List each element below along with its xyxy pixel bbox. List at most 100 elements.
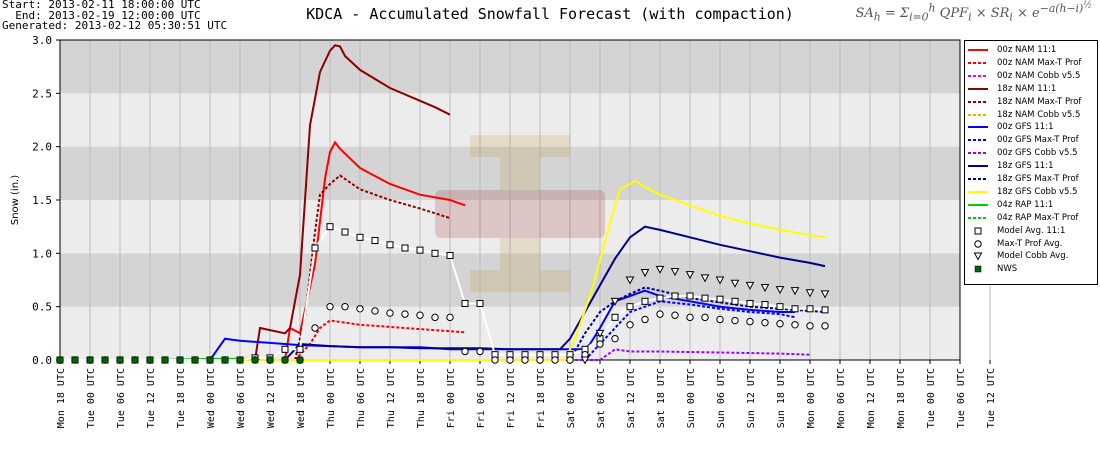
series-max-t-prof-avg-point bbox=[671, 311, 679, 319]
y-tick-label: 0.0 bbox=[32, 354, 52, 367]
series-model-avg-11-1-point bbox=[791, 305, 799, 313]
legend-symbol-icon bbox=[968, 61, 988, 64]
x-tick-label: Tue 18 UTC bbox=[176, 368, 187, 428]
x-tick-label: Tue 06 UTC bbox=[116, 368, 127, 428]
series-18z-nam-11-1 bbox=[60, 44, 451, 361]
y-tick-label: 1.5 bbox=[32, 194, 52, 207]
series-max-t-prof-avg-point bbox=[746, 317, 754, 326]
series-18z-gfs-cobb-v5-5-line bbox=[60, 179, 826, 361]
x-tick-label: Thu 00 UTC bbox=[326, 368, 337, 428]
series-model-cobb-avg-point bbox=[610, 297, 620, 306]
series-model-avg-11-1-point bbox=[281, 345, 289, 353]
legend-label: 00z GFS Cobb v5.5 bbox=[997, 148, 1078, 159]
series-nws-point bbox=[101, 356, 109, 364]
series-max-t-prof-avg-point bbox=[536, 356, 544, 364]
series-model-avg-11-1-point bbox=[821, 306, 829, 314]
series-max-t-prof-avg-point bbox=[506, 356, 514, 364]
series-model-cobb-avg-point bbox=[790, 287, 800, 296]
series-18z-gfs-cobb-v5-5 bbox=[60, 179, 826, 361]
legend-label: 18z NAM 11:1 bbox=[997, 83, 1057, 94]
legend-label: 00z NAM 11:1 bbox=[997, 45, 1057, 55]
series-nws-point bbox=[161, 356, 169, 364]
series-18z-nam-max-t-prof bbox=[60, 174, 451, 361]
legend-symbol-icon bbox=[974, 266, 982, 273]
series-max-t-prof-avg-point bbox=[521, 356, 529, 364]
series-max-t-prof-avg-point bbox=[401, 310, 409, 318]
series-model-avg-11-1-point bbox=[806, 305, 814, 313]
series-model-avg-11-1-point bbox=[326, 223, 334, 231]
series-nws-point bbox=[191, 356, 199, 364]
series-nws-point bbox=[71, 356, 79, 364]
series-18z-nam-max-t-prof-line bbox=[60, 174, 451, 361]
legend-symbol-icon bbox=[968, 126, 988, 129]
series-max-t-prof-avg-point bbox=[776, 320, 784, 328]
series-model-avg-11-1-point bbox=[716, 295, 724, 303]
series-max-t-prof-avg-point bbox=[551, 356, 559, 364]
series-max-t-prof-avg-point bbox=[716, 315, 724, 324]
legend-symbol-icon bbox=[968, 87, 988, 90]
series-model-cobb-avg-point bbox=[745, 281, 755, 290]
series-max-t-prof-avg-point bbox=[416, 311, 424, 319]
run-info: Start: 2013-02-11 18:00:00 UTC End: 2013… bbox=[2, 0, 227, 32]
end-time: End: 2013-02-19 12:00:00 UTC bbox=[2, 8, 201, 22]
series-nws-point bbox=[206, 356, 214, 364]
legend-marker bbox=[974, 266, 982, 273]
series-model-cobb-avg-point bbox=[775, 286, 785, 295]
x-tick-label: Wed 18 UTC bbox=[296, 368, 307, 428]
series-model-avg-11-1-line bbox=[60, 225, 826, 361]
legend-label: Model Cobb Avg. bbox=[997, 251, 1069, 262]
x-tick-label: Sun 06 UTC bbox=[716, 368, 727, 428]
series-max-t-prof-avg-point bbox=[611, 334, 619, 343]
series-model-cobb-avg-point bbox=[580, 356, 590, 365]
start-time: Start: 2013-02-11 18:00:00 UTC bbox=[2, 0, 201, 11]
series-max-t-prof-avg-point bbox=[311, 324, 319, 332]
y-tick-label: 2.0 bbox=[32, 141, 52, 154]
series-model-cobb-avg-point bbox=[655, 265, 665, 274]
series-model-cobb-avg-point bbox=[805, 289, 815, 298]
x-tick-label: Sun 18 UTC bbox=[776, 368, 787, 428]
series-nws bbox=[56, 356, 304, 364]
legend-symbol-icon bbox=[974, 239, 982, 248]
watermark-top bbox=[470, 135, 570, 157]
series-model-cobb-avg-point bbox=[700, 274, 710, 283]
y-tick-label: 3.0 bbox=[32, 34, 52, 47]
series-model-avg-11-1-point bbox=[356, 233, 364, 241]
watermark-bottom bbox=[470, 270, 570, 292]
chart-title: KDCA - Accumulated Snowfall Forecast (wi… bbox=[306, 5, 794, 23]
y-tick-label: 1.0 bbox=[32, 247, 52, 260]
x-tick-label: Sun 00 UTC bbox=[686, 368, 697, 428]
series-max-t-prof-avg-point bbox=[341, 302, 349, 311]
series-max-t-prof-avg-point bbox=[806, 322, 814, 330]
x-tick-label: Mon 18 UTC bbox=[56, 368, 67, 428]
series-max-t-prof-avg-point bbox=[596, 340, 604, 348]
series-model-cobb-avg-point bbox=[595, 329, 605, 338]
legend-symbol-icon bbox=[968, 113, 988, 116]
legend-label: Model Avg. 11:1 bbox=[997, 225, 1066, 236]
legend-symbol-icon bbox=[968, 203, 988, 206]
series-model-avg-11-1-point bbox=[431, 249, 439, 257]
legend-symbol-icon bbox=[973, 252, 983, 261]
legend-label: 18z GFS 11:1 bbox=[997, 161, 1054, 172]
series-max-t-prof-avg-point bbox=[656, 310, 664, 318]
series-model-avg-11-1-point bbox=[746, 299, 754, 307]
legend-symbol-icon bbox=[968, 49, 988, 51]
x-tick-label: Wed 06 UTC bbox=[236, 368, 247, 428]
series-nws-point bbox=[146, 356, 154, 364]
series-model-avg-11-1-point bbox=[386, 241, 394, 249]
series-max-t-prof-avg-point bbox=[446, 313, 454, 322]
series-max-t-prof-avg-point bbox=[731, 316, 739, 325]
legend-symbol-icon bbox=[968, 152, 988, 155]
series-18z-gfs-max-t-prof-line bbox=[60, 286, 826, 361]
watermark-stem bbox=[500, 155, 540, 275]
series-model-avg-11-1-point bbox=[371, 237, 379, 245]
series-model-cobb-avg-point bbox=[640, 269, 650, 278]
legend: 00z NAM 11:1 00z NAM Max-T Prof 00z NAM Co… bbox=[964, 40, 1098, 285]
series-model-cobb-avg-point bbox=[670, 267, 680, 277]
legend-symbol-icon bbox=[968, 100, 988, 103]
series-model-avg-11-1-point bbox=[686, 292, 694, 300]
series-00z-gfs-max-t-prof-line bbox=[60, 300, 796, 361]
x-tick-label: Mon 00 UTC bbox=[806, 368, 817, 428]
series-model-avg-11-1-point bbox=[341, 228, 349, 236]
series-model-avg-11-1-point bbox=[656, 294, 664, 302]
legend-symbol-icon bbox=[968, 178, 988, 180]
